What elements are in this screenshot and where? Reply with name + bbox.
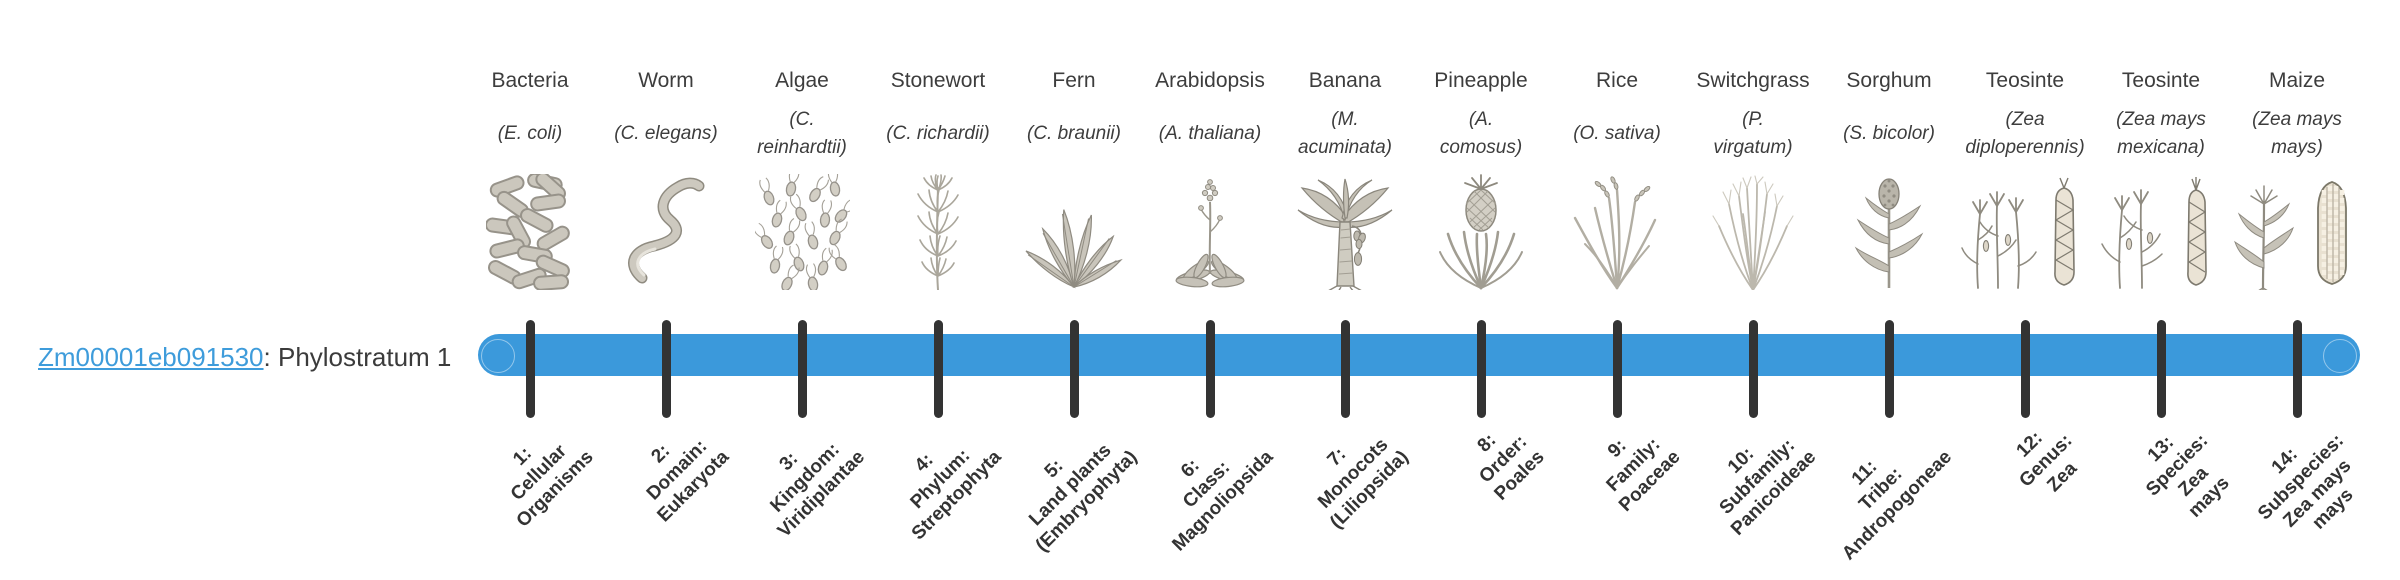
taxon-scientific-name: (Zea mays mays) — [2252, 108, 2342, 159]
phylostratum-bar — [478, 334, 2360, 376]
pineapple-illustration — [1406, 170, 1556, 290]
taxon-scientific-name: (M. acuminata) — [1298, 108, 1392, 159]
timeline-tick — [1476, 320, 1486, 418]
timeline-tick — [1069, 320, 1079, 418]
arabidopsis-illustration — [1135, 170, 1285, 290]
taxon-common-name: Fern — [1052, 69, 1096, 92]
timeline-tick — [2156, 320, 2166, 418]
taxon-common-name: Bacteria — [491, 69, 569, 92]
timeline-tick — [1205, 320, 1215, 418]
stratum-label: 4: Phylum: Streptophyta — [906, 445, 1006, 544]
timeline-tick — [2292, 320, 2302, 418]
stratum-label: 10: Subfamily: Panicoideae — [1715, 434, 1821, 540]
stratum-label: 5: Land plants (Embryophyta) — [1025, 439, 1142, 556]
bacteria-illustration — [455, 170, 605, 290]
taxon-scientific-name: (S. bicolor) — [1843, 122, 1935, 144]
gene-id-link[interactable]: Zm00001eb091530 — [38, 342, 264, 372]
taxon-common-name: Switchgrass — [1696, 69, 1810, 92]
taxon-common-name: Rice — [1595, 69, 1638, 92]
gene-label: Zm00001eb091530: Phylostratum 1 — [38, 342, 451, 373]
sorghum-illustration — [1814, 170, 1964, 290]
stratum-label: 9: Family: Poaceae — [1602, 433, 1685, 516]
taxon-scientific-name: (O. sativa) — [1573, 122, 1661, 144]
taxon-scientific-name: (C. braunii) — [1027, 122, 1121, 144]
taxon-common-name: Worm — [638, 69, 694, 92]
stratum-label: 3: Kingdom: Viridiplantae — [766, 438, 870, 542]
timeline-tick — [933, 320, 943, 418]
taxon-common-name: Teosinte — [1985, 69, 2065, 92]
stratum-label: 7: Monocots (Liliopsida) — [1313, 434, 1413, 533]
rice-illustration — [1542, 170, 1692, 290]
stratum-label: 13: Species: Zea mays — [2141, 430, 2234, 523]
taxon-scientific-name: (P. virgatum) — [1713, 108, 1793, 159]
taxon-common-name: Teosinte — [2121, 69, 2201, 92]
taxon-common-name: Arabidopsis — [1155, 69, 1265, 92]
banana-illustration — [1270, 170, 1420, 290]
taxon-common-name: Banana — [1308, 69, 1382, 92]
stratum-label: 12: Genus: Zea — [2012, 427, 2081, 496]
teosinte-diploperennis-illustration — [1950, 170, 2100, 290]
stratum-label: 6: Class: Magnoliopsida — [1168, 446, 1278, 556]
stratum-label: 14: Subspecies: Zea mays mays — [2253, 430, 2358, 534]
stratum-label: 2: Domain: Eukaryota — [642, 435, 734, 527]
taxon-scientific-name: (C. reinhardtii) — [757, 108, 847, 159]
stratum-label: 8: Order: Poales — [1473, 429, 1549, 505]
timeline-tick — [1748, 320, 1758, 418]
timeline-tick — [797, 320, 807, 418]
fern-illustration — [999, 170, 1149, 290]
gene-phylostratum-text: : Phylostratum 1 — [263, 342, 452, 372]
switchgrass-illustration — [1678, 170, 1828, 290]
taxon-scientific-name: (A. comosus) — [1439, 108, 1523, 159]
taxon-scientific-name: (A. thaliana) — [1158, 122, 1262, 144]
taxon-common-name: Sorghum — [1846, 69, 1932, 92]
taxon-common-name: Pineapple — [1434, 69, 1528, 92]
stonewort-illustration — [863, 170, 1013, 290]
timeline-tick — [1884, 320, 1894, 418]
teosinte-mexicana-illustration — [2086, 170, 2236, 290]
stratum-label: 11: Tribe: Andropogoneae — [1838, 446, 1957, 565]
taxon-scientific-name: (Zea diploperennis) — [1965, 108, 2085, 159]
taxon-scientific-name: (E. coli) — [497, 122, 563, 144]
timeline-tick — [1340, 320, 1350, 418]
timeline-tick — [525, 320, 535, 418]
algae-illustration — [727, 170, 877, 290]
timeline-tick — [661, 320, 671, 418]
taxon-common-name: Stonewort — [890, 69, 986, 92]
timeline-tick — [1612, 320, 1622, 418]
taxon-scientific-name: (C. elegans) — [614, 122, 718, 144]
taxon-scientific-name: (Zea mays mexicana) — [2116, 108, 2206, 159]
stratum-label: 1: Cellular Organisms — [506, 440, 598, 532]
worm-illustration — [591, 170, 741, 290]
taxon-scientific-name: (C. richardii) — [886, 122, 990, 144]
taxon-common-name: Maize — [2268, 69, 2326, 92]
timeline-tick — [2020, 320, 2030, 418]
maize-illustration — [2222, 170, 2372, 290]
taxon-common-name: Algae — [775, 69, 829, 92]
